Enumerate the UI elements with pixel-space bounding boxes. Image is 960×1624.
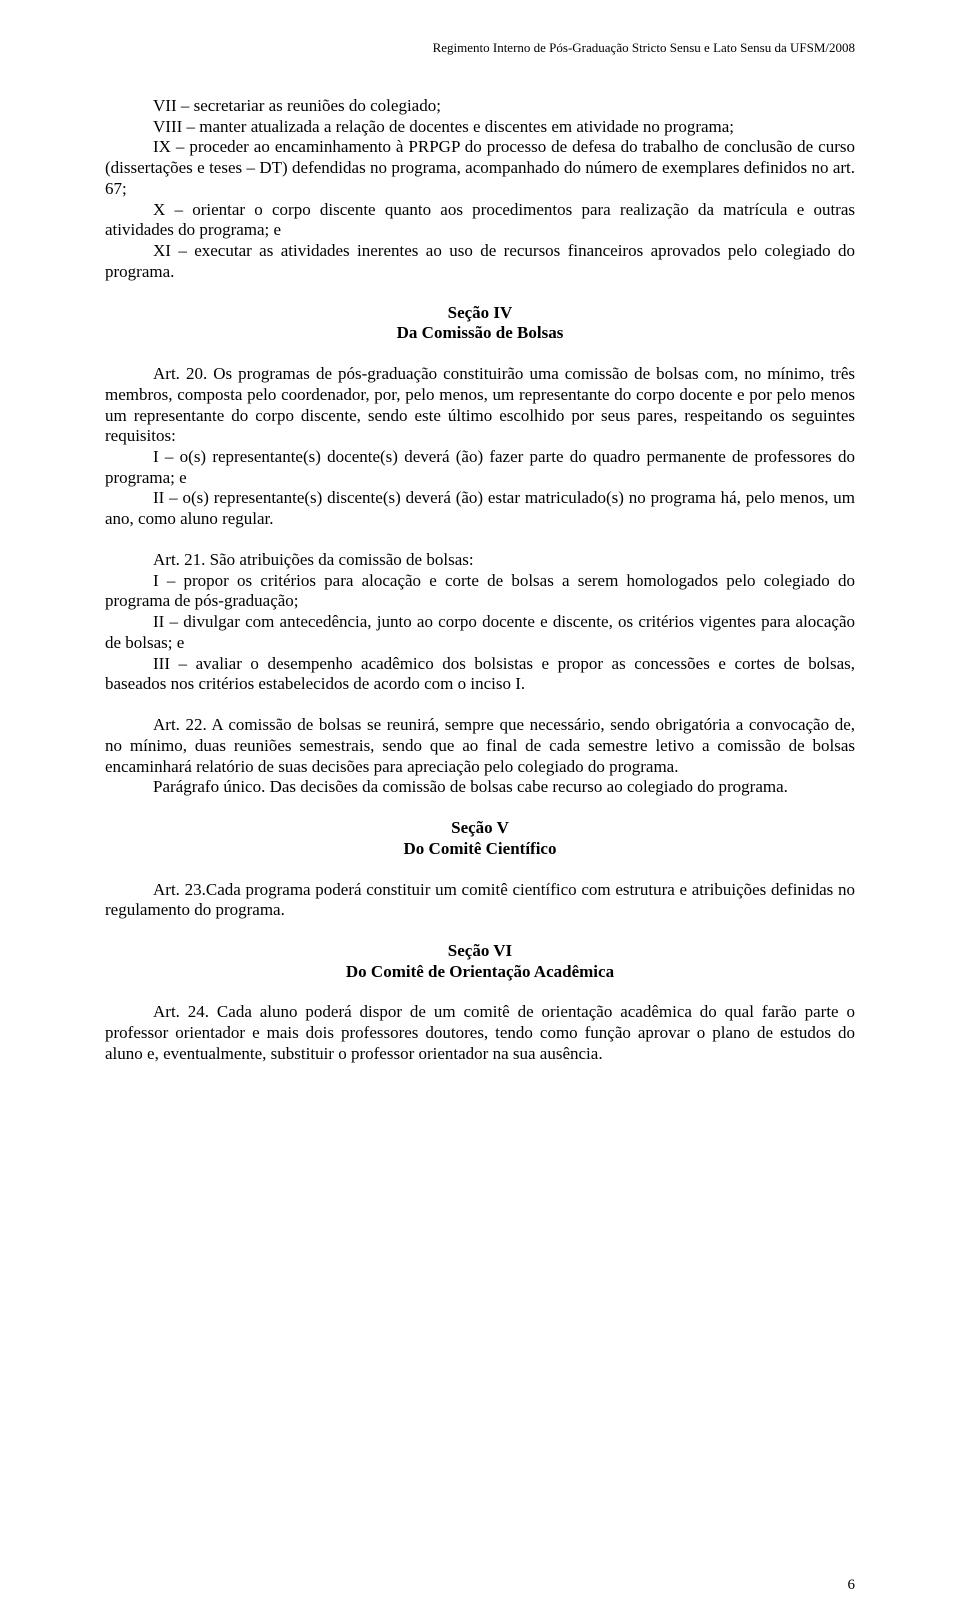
running-header: Regimento Interno de Pós-Graduação Stric…: [105, 40, 855, 56]
art-20-ii: II – o(s) representante(s) discente(s) d…: [105, 488, 855, 529]
art-21-ii: II – divulgar com antecedência, junto ao…: [105, 612, 855, 653]
p-ix: IX – proceder ao encaminhamento à PRPGP …: [105, 137, 855, 199]
p-vii: VII – secretariar as reuniões do colegia…: [105, 96, 855, 117]
paragraph-block-3: Art. 21. São atribuições da comissão de …: [105, 550, 855, 695]
page-number: 6: [848, 1577, 856, 1594]
art-20: Art. 20. Os programas de pós-graduação c…: [105, 364, 855, 447]
art-23: Art. 23.Cada programa poderá constituir …: [105, 880, 855, 921]
section-4-title-line1: Seção IV: [105, 303, 855, 324]
art-22-par-unico: Parágrafo único. Das decisões da comissã…: [105, 777, 855, 798]
section-6-title-line1: Seção VI: [105, 941, 855, 962]
p-viii: VIII – manter atualizada a relação de do…: [105, 117, 855, 138]
art-21-i: I – propor os critérios para alocação e …: [105, 571, 855, 612]
paragraph-block-6: Art. 24. Cada aluno poderá dispor de um …: [105, 1002, 855, 1064]
section-5-title-line1: Seção V: [105, 818, 855, 839]
art-22: Art. 22. A comissão de bolsas se reunirá…: [105, 715, 855, 777]
section-6-title-line2: Do Comitê de Orientação Acadêmica: [105, 962, 855, 983]
art-20-i: I – o(s) representante(s) docente(s) dev…: [105, 447, 855, 488]
section-4-heading: Seção IV Da Comissão de Bolsas: [105, 303, 855, 344]
paragraph-block-5: Art. 23.Cada programa poderá constituir …: [105, 880, 855, 921]
paragraph-block-4: Art. 22. A comissão de bolsas se reunirá…: [105, 715, 855, 798]
section-4-title-line2: Da Comissão de Bolsas: [105, 323, 855, 344]
section-5-title-line2: Do Comitê Científico: [105, 839, 855, 860]
art-24: Art. 24. Cada aluno poderá dispor de um …: [105, 1002, 855, 1064]
art-21: Art. 21. São atribuições da comissão de …: [105, 550, 855, 571]
section-5-heading: Seção V Do Comitê Científico: [105, 818, 855, 859]
document-page: Regimento Interno de Pós-Graduação Stric…: [0, 0, 960, 1624]
paragraph-block-1: VII – secretariar as reuniões do colegia…: [105, 96, 855, 283]
p-xi: XI – executar as atividades inerentes ao…: [105, 241, 855, 282]
paragraph-block-2: Art. 20. Os programas de pós-graduação c…: [105, 364, 855, 530]
p-x: X – orientar o corpo discente quanto aos…: [105, 200, 855, 241]
art-21-iii: III – avaliar o desempenho acadêmico dos…: [105, 654, 855, 695]
section-6-heading: Seção VI Do Comitê de Orientação Acadêmi…: [105, 941, 855, 982]
